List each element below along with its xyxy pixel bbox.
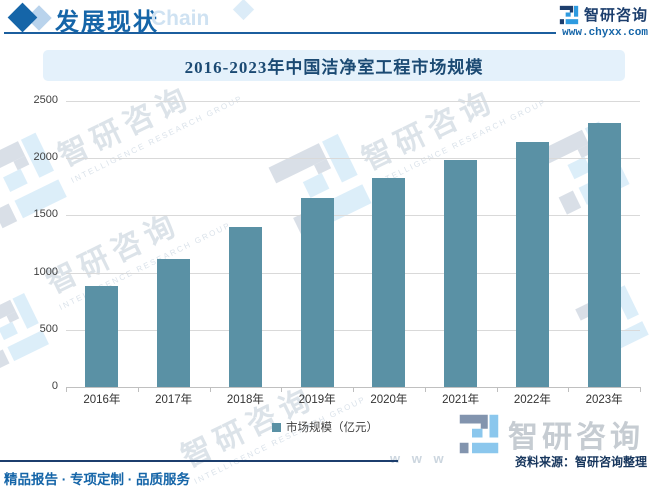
bar-2022	[515, 142, 549, 387]
x-axis-tick	[66, 387, 67, 392]
bar-series	[66, 101, 640, 387]
bar-2023	[587, 122, 621, 387]
y-axis-tick-label: 1000	[33, 265, 58, 278]
x-axis-tick	[496, 387, 498, 392]
x-axis-tick	[137, 387, 139, 392]
watermark-url-fragment: w w w	[390, 451, 448, 466]
y-axis-tick-label: 0	[51, 380, 58, 392]
brand-name: 智研咨询	[583, 7, 648, 24]
bar-2021	[444, 159, 478, 387]
bar-2018	[228, 226, 262, 387]
legend: 市场规模（亿元）	[0, 419, 650, 435]
x-axis-tick-label: 2020年	[370, 394, 408, 406]
x-axis-tick-label: 2019年	[298, 394, 336, 406]
x-axis-tick-label: 2022年	[513, 394, 551, 406]
section-title: 发展现状	[55, 9, 159, 36]
x-axis-tick	[568, 387, 570, 392]
brand-logo-icon	[559, 5, 579, 25]
bar-2016	[85, 286, 119, 387]
x-axis-tick-label: 2016年	[83, 394, 121, 406]
watermark-tagline-text: INTELLIGENCE RESEARCH GROUP	[192, 394, 368, 486]
bar-2017	[157, 259, 191, 387]
brand-logo: 智研咨询	[559, 4, 648, 25]
legend-label: 市场规模（亿元）	[286, 422, 378, 434]
x-axis-tick-label: 2021年	[442, 394, 480, 406]
gridline	[66, 101, 640, 102]
legend-swatch-icon	[272, 422, 281, 432]
bar-chart-plot: 2500 2000 1500 1000 500 0	[34, 94, 641, 392]
gridline	[66, 329, 640, 331]
header: 发展现状 Chain 智研咨询 www.chyxx.com	[0, 0, 650, 46]
y-axis-tick-label: 1500	[33, 208, 58, 221]
header-divider	[4, 32, 556, 34]
x-axis-tick	[640, 387, 641, 392]
y-axis-tick-label: 2000	[33, 151, 58, 164]
x-axis-tick-label: 2023年	[585, 394, 623, 406]
x-axis-tick	[281, 387, 283, 392]
services-tagline: 精品报告 · 专项定制 · 品质服务	[4, 472, 190, 487]
footer-divider	[0, 460, 398, 462]
x-axis-tick	[209, 387, 211, 392]
gridline	[66, 272, 640, 274]
section-watermark-text: Chain	[151, 7, 210, 30]
chart-title-banner: 2016-2023年中国洁净室工程市场规模	[43, 50, 625, 81]
x-axis-tick-label: 2018年	[226, 394, 264, 406]
data-source-note: 资料来源：智研咨询整理	[514, 455, 647, 469]
chart-title: 2016-2023年中国洁净室工程市场规模	[184, 58, 484, 77]
brand-url-link[interactable]: www.chyxx.com	[562, 27, 648, 39]
x-axis-tick-label: 2017年	[155, 394, 193, 406]
y-axis-tick-label: 2500	[33, 94, 58, 106]
diamond-accent-icon	[7, 2, 38, 33]
y-axis-tick-label: 500	[39, 322, 58, 335]
x-axis-tick	[353, 387, 354, 392]
bar-2020	[372, 177, 406, 387]
x-axis-tick	[424, 387, 426, 392]
x-axis-labels: 2016年 2017年 2018年 2019年 2020年 2021年 2022…	[66, 391, 640, 407]
bar-2019	[300, 198, 334, 387]
diamond-watermark-icon	[232, 0, 255, 21]
